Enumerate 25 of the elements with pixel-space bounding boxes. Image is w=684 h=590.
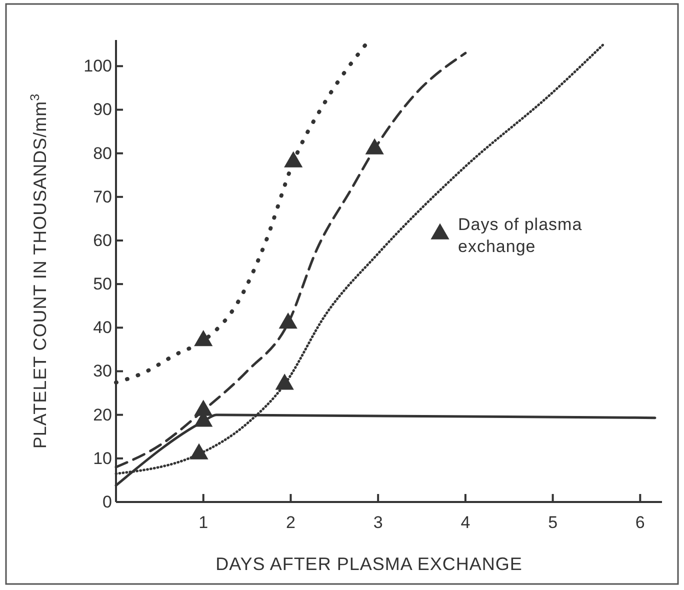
point [275,374,294,390]
x-tick-label: 4 [460,513,470,532]
point [194,330,213,346]
point [190,443,208,460]
y-tick-label: 100 [84,56,112,76]
y-tick-label: 20 [93,405,112,424]
x-tick-label: 6 [635,513,645,532]
y-tick-label: 0 [102,492,112,512]
x-tick-label: 5 [548,513,558,532]
y-tick-label: 10 [93,448,112,468]
y-tick-label: 40 [93,318,112,338]
point [278,312,298,329]
legend-label: Days of plasma exchange [458,215,582,256]
y-tick-label: 90 [93,100,112,120]
point [284,151,303,168]
y-tick-label: 70 [93,187,112,206]
x-tick-label: 3 [373,513,383,532]
point [365,138,384,154]
x-tick-label: 2 [286,513,296,532]
y-tick-label: 50 [93,274,112,294]
y-tick-label: 80 [93,144,112,163]
x-axis-title: DAYS AFTER PLASMA EXCHANGE [216,554,522,574]
x-tick-label: 1 [198,513,208,532]
y-tick-label: 60 [93,230,112,250]
y-tick-label: 30 [93,362,112,381]
